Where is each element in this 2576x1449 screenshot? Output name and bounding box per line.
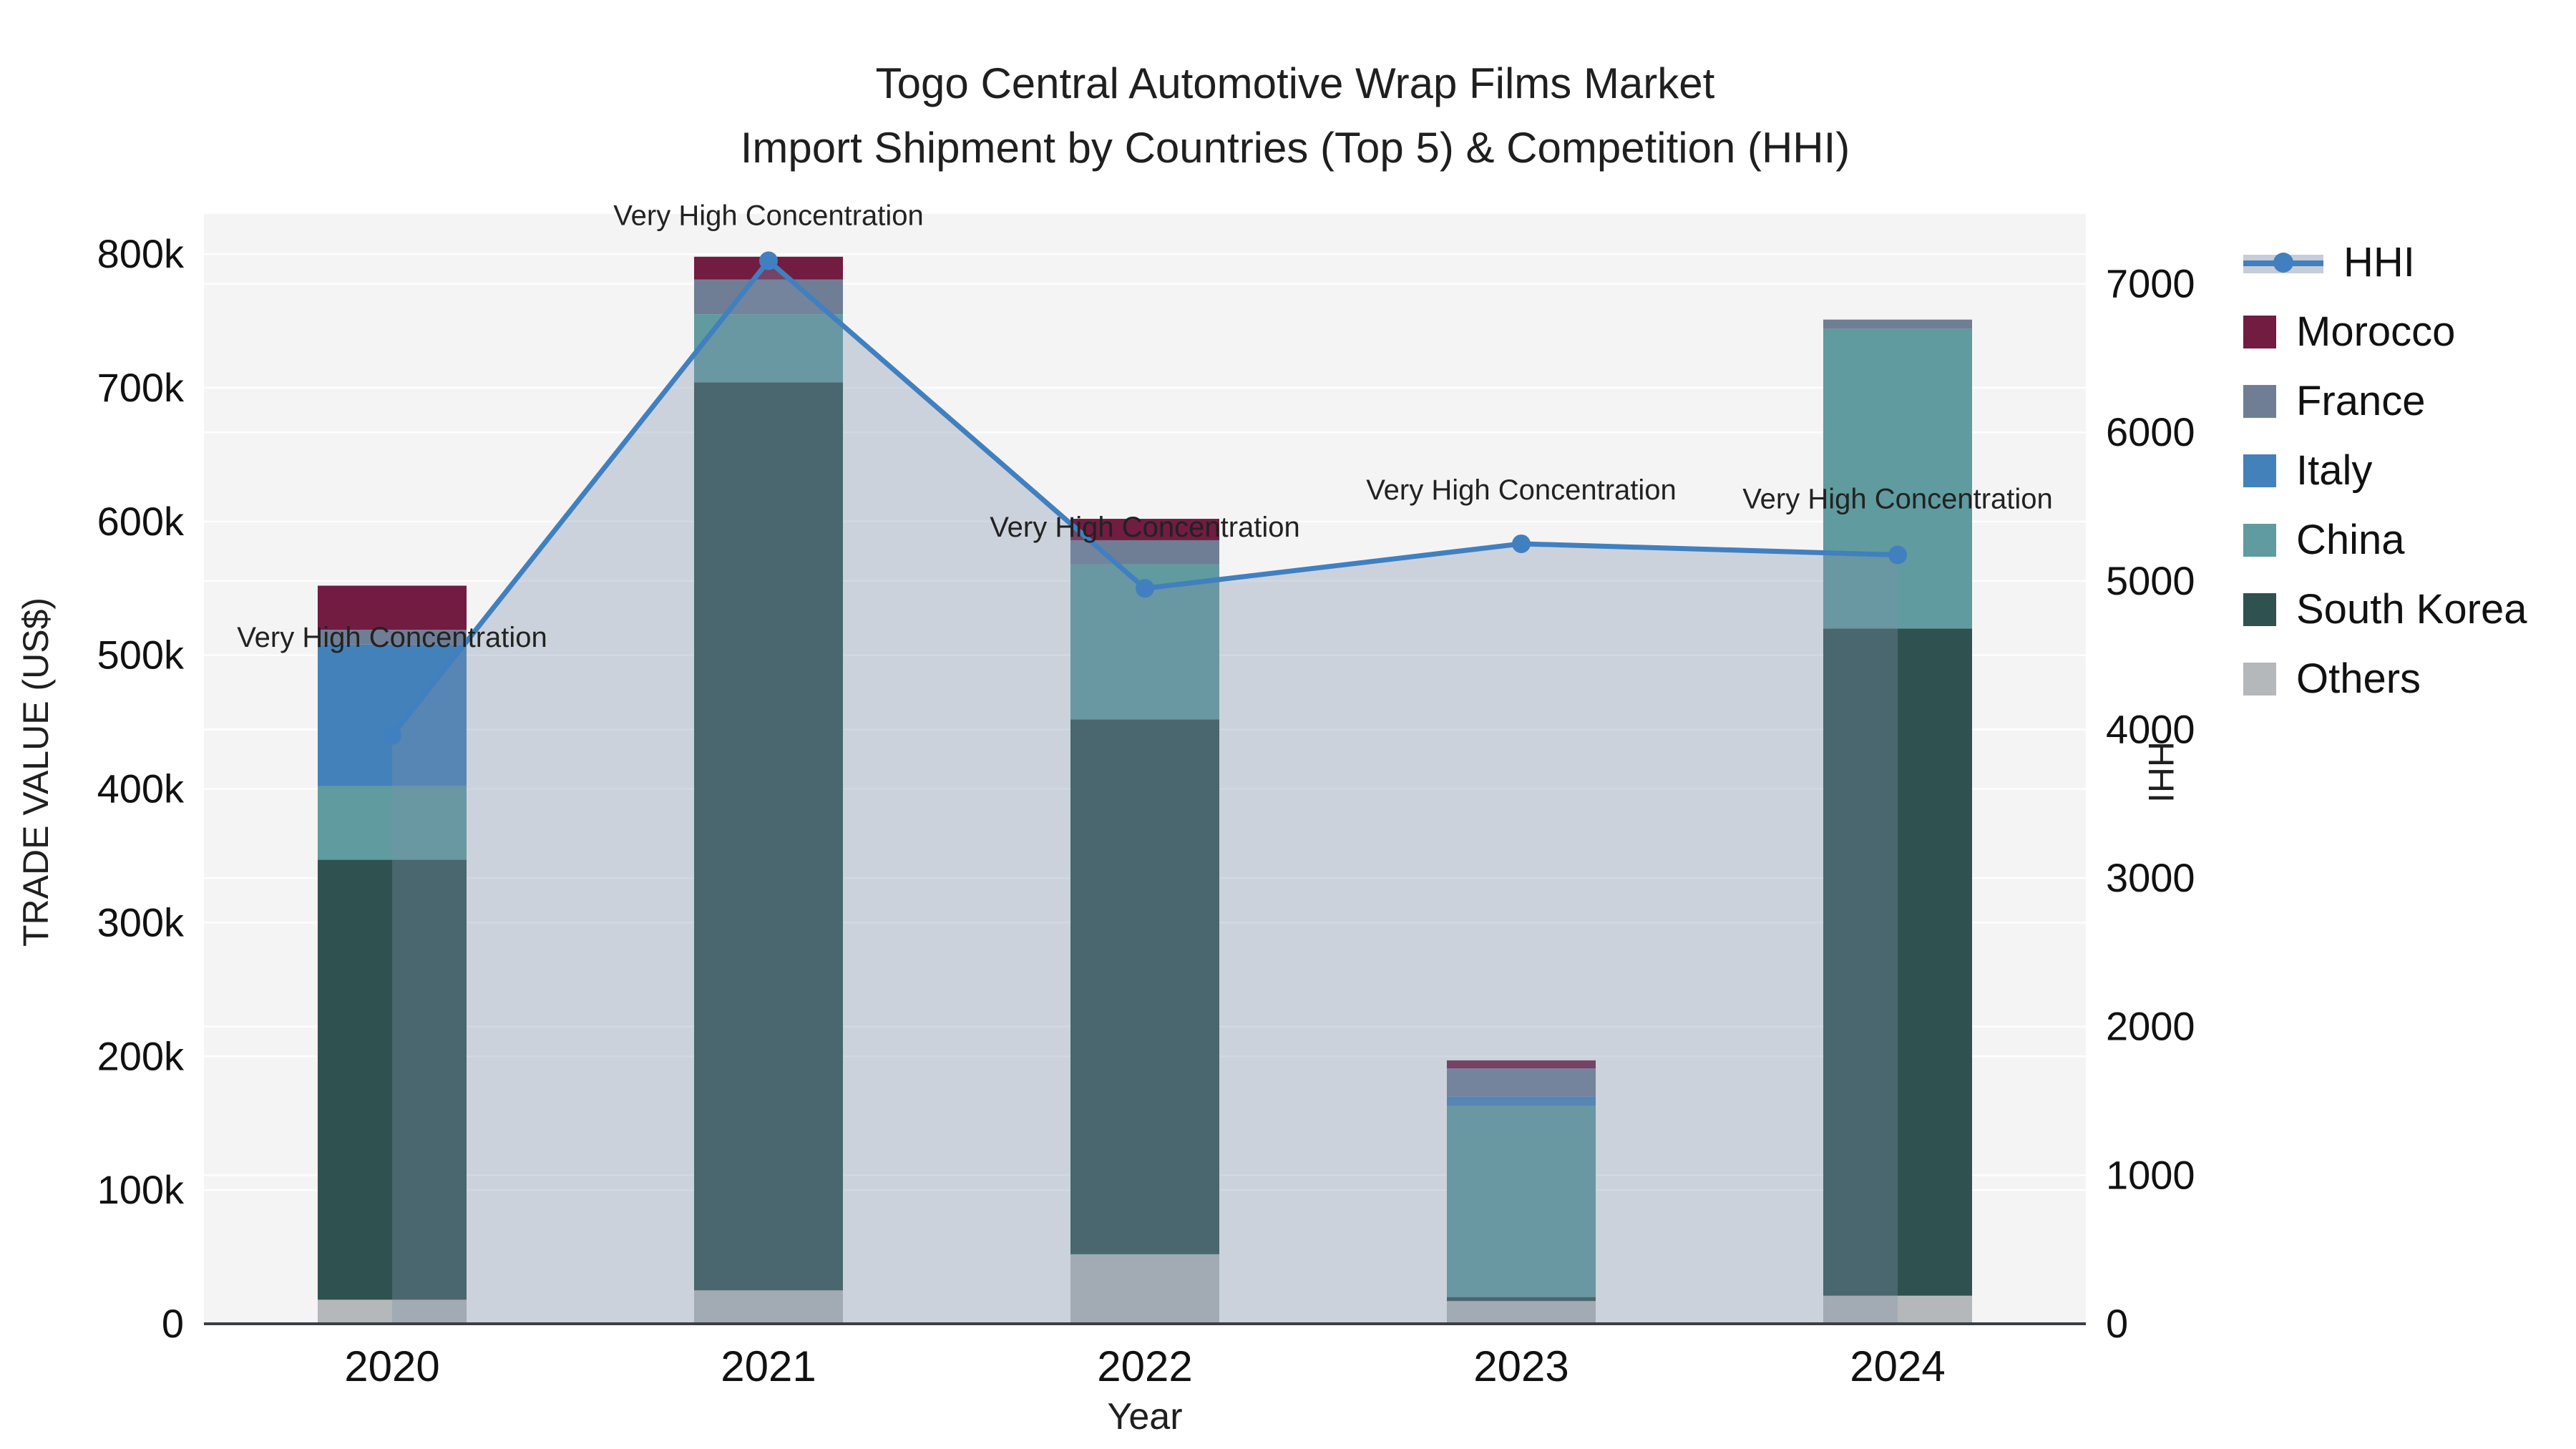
hhi-marker [1512,534,1531,553]
legend-item-italy[interactable]: Italy [2243,436,2527,505]
bar-segment-others [694,1290,843,1324]
bar-segment-france [1447,1068,1596,1097]
hhi-marker [1888,545,1907,565]
legend-label: Others [2296,655,2421,702]
right-tick-label: 7000 [2106,261,2195,306]
annotation-label: Very High Concentration [613,200,924,231]
others-swatch-icon [2243,662,2276,696]
tick-labels: 0 100k 200k 300k 400k 500k 600k 700k 800k 0 1000 20… [97,231,2195,1390]
legend-label: Morocco [2296,308,2456,355]
france-swatch-icon [2243,384,2276,418]
left-tick-label: 600k [97,499,185,544]
bar-segment-morocco [1447,1060,1596,1069]
china-swatch-icon [2243,523,2276,557]
bar-segment-morocco [1070,519,1219,540]
chart-title-line1: Togo Central Automotive Wrap Films Marke… [875,59,1715,107]
hhi-area [392,260,1898,1324]
legend-item-france[interactable]: France [2243,366,2527,436]
y-axis-title-left: TRADE VALUE (US$) [16,597,56,947]
annotation-label: Very High Concentration [237,622,547,653]
left-tick-label: 700k [97,365,185,410]
bar-segment-south-korea [1070,719,1219,1254]
bar-segment-france [694,279,843,315]
hhi-line [383,251,1907,745]
annotation-label: Very High Concentration [1742,484,2053,515]
right-tick-label: 6000 [2106,409,2195,454]
legend-label: HHI [2343,239,2415,286]
bar-segment-france [1823,319,1972,329]
stacked-bars [318,256,1972,1324]
left-tick-label: 100k [97,1167,185,1212]
bar-segment-south-korea [694,382,843,1291]
y-axis-title-right: HHI [2141,741,2181,804]
hhi-marker [1136,579,1154,598]
bar-segment-morocco [318,585,467,630]
legend-label: France [2296,378,2426,424]
right-tick-label: 3000 [2106,855,2195,900]
chart-title-line2: Import Shipment by Countries (Top 5) & C… [740,124,1850,172]
left-tick-label: 400k [97,766,185,811]
annotations: Very High Concentration Very High Concent… [237,200,2053,653]
legend-item-hhi[interactable]: HHI [2243,228,2527,297]
left-tick-label: 0 [162,1301,184,1346]
bar-segment-italy [318,644,467,786]
right-tick-label: 0 [2106,1301,2128,1346]
right-tick-label: 2000 [2106,1004,2195,1049]
x-axis-title: Year [1107,1396,1183,1438]
south-korea-swatch-icon [2243,592,2276,626]
left-tick-label: 800k [97,231,185,276]
italy-swatch-icon [2243,454,2276,487]
right-tick-label: 5000 [2106,558,2195,603]
bar-segment-others [1823,1295,1972,1324]
x-tick-label: 2022 [1097,1342,1192,1390]
bar-segment-south-korea [1447,1297,1596,1302]
hhi-line-swatch-icon [2243,246,2323,279]
legend-item-south-korea[interactable]: South Korea [2243,575,2527,644]
legend-label: China [2296,517,2405,563]
bar-segment-china [1823,328,1972,629]
legend-item-others[interactable]: Others [2243,644,2527,713]
legend-item-morocco[interactable]: Morocco [2243,297,2527,366]
left-tick-label: 500k [97,633,185,678]
morocco-swatch-icon [2243,315,2276,348]
right-tick-label: 4000 [2106,706,2195,751]
bar-segment-others [318,1299,467,1324]
left-tick-label: 200k [97,1033,185,1078]
bar-segment-south-korea [318,859,467,1300]
annotation-label: Very High Concentration [1366,474,1677,506]
hhi-area-fill [392,260,1898,1324]
legend: HHI Morocco France Italy China South Kor… [2243,228,2527,713]
annotation-label: Very High Concentration [990,512,1300,543]
legend-item-china[interactable]: China [2243,505,2527,575]
x-tick-label: 2024 [1850,1342,1945,1390]
bar-segment-others [1070,1254,1219,1324]
x-tick-label: 2021 [721,1342,816,1390]
legend-label: Italy [2296,447,2373,494]
bar-segment-south-korea [1823,628,1972,1296]
legend-label: South Korea [2296,586,2527,633]
x-tick-label: 2023 [1473,1342,1568,1390]
bar-segment-others [1447,1301,1596,1324]
hhi-marker [759,251,778,270]
right-tick-label: 1000 [2106,1152,2195,1197]
bar-segment-china [1447,1106,1596,1297]
left-tick-label: 300k [97,899,185,945]
bar-segment-italy [1447,1096,1596,1106]
bar-segment-china [318,786,467,860]
x-tick-label: 2020 [344,1342,439,1390]
hhi-marker [383,726,401,745]
bar-segment-france [318,630,467,645]
